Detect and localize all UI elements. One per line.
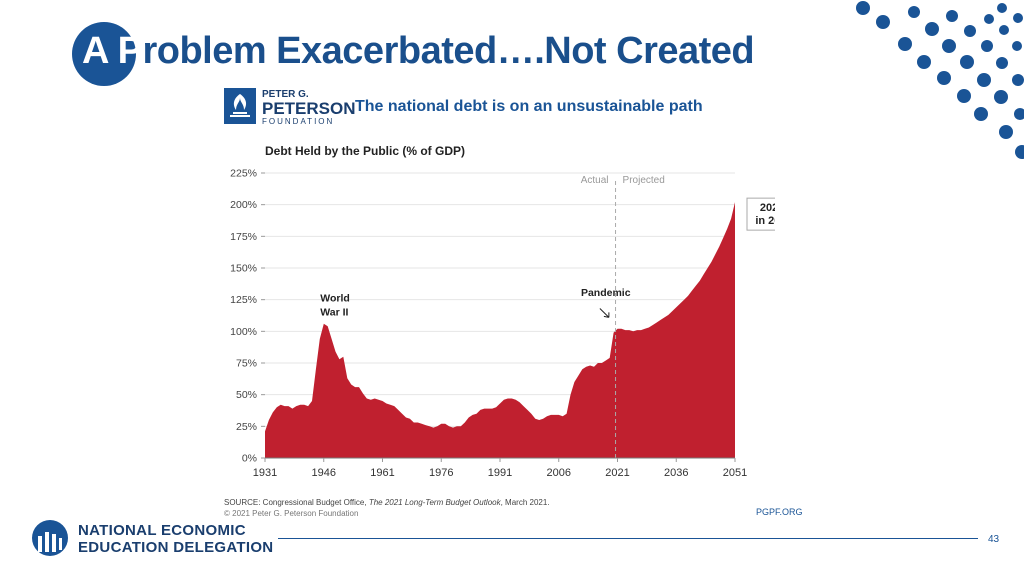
x-tick-label: 1961 xyxy=(370,467,394,479)
pgpf-url: PGPF.ORG xyxy=(756,507,803,517)
x-tick-label: 1991 xyxy=(488,467,512,479)
slide-title-text: A Problem Exacerbated….Not Created xyxy=(82,30,755,73)
y-tick-label: 100% xyxy=(230,326,257,338)
footer-divider xyxy=(278,538,978,539)
x-tick-label: 1976 xyxy=(429,467,453,479)
pgpf-name-line1: PETER G. xyxy=(262,89,309,100)
source-italic: The 2021 Long-Term Budget Outlook xyxy=(368,498,501,507)
source-pre: SOURCE: Congressional Budget Office, xyxy=(224,498,369,507)
end-label-year: in 2051 xyxy=(755,215,775,227)
x-tick-label: 2036 xyxy=(664,467,688,479)
debt-area-series xyxy=(265,202,735,458)
org-line2: EDUCATION DELEGATION xyxy=(78,539,274,556)
x-tick-label: 1946 xyxy=(312,467,336,479)
pgpf-name: PETER G. PETERSON FOUNDATION xyxy=(262,90,356,127)
wwii-annotation: World War II xyxy=(320,293,350,319)
source-line1: SOURCE: Congressional Budget Office, The… xyxy=(224,497,550,508)
decorative-dots xyxy=(856,1,1024,159)
pgpf-logo-icon xyxy=(224,88,256,124)
source-post: , March 2021. xyxy=(500,498,550,507)
pgpf-name-line2: PETERSON xyxy=(262,99,356,118)
y-tick-label: 0% xyxy=(242,453,257,465)
x-tick-label: 2051 xyxy=(723,467,747,479)
end-label-value: 202% xyxy=(760,202,775,214)
x-tick-label: 1931 xyxy=(253,467,277,479)
y-tick-label: 50% xyxy=(236,389,257,401)
y-tick-label: 200% xyxy=(230,199,257,211)
title-rest: roblem Exacerbated….Not Created xyxy=(142,30,755,72)
wwii-label-line: War II xyxy=(320,307,348,319)
pandemic-label: Pandemic xyxy=(581,287,631,299)
y-tick-label: 150% xyxy=(230,263,257,275)
chart-title: Debt Held by the Public (% of GDP) xyxy=(265,144,465,158)
x-tick-label: 2006 xyxy=(547,467,571,479)
pandemic-arrow xyxy=(599,308,610,318)
org-line1: NATIONAL ECONOMIC xyxy=(78,522,246,539)
y-tick-label: 175% xyxy=(230,231,257,243)
end-label-box xyxy=(746,197,775,231)
title-circle-badge xyxy=(72,22,136,86)
y-tick-labels: 0% 25% 50% 75% 100% 125% 150% 175% 200% 225% xyxy=(230,168,257,465)
pgpf-name-line3: FOUNDATION xyxy=(262,117,335,126)
pgpf-tagline: The national debt is on an unsustainable… xyxy=(355,98,703,115)
projected-label: Projected xyxy=(623,175,665,186)
y-tick-label: 75% xyxy=(236,358,257,370)
y-tick-label: 225% xyxy=(230,168,257,180)
x-tick-labels: 1931 1946 1961 1976 1991 2006 2021 2036 2051 xyxy=(253,458,747,479)
pandemic-annotation: Pandemic xyxy=(581,287,631,318)
pgpf-header: PETER G. PETERSON FOUNDATION The nationa… xyxy=(224,88,724,128)
wwii-label-line: World xyxy=(320,293,350,305)
x-tick-label: 2021 xyxy=(605,467,629,479)
nee-logo-icon xyxy=(32,520,68,556)
footer-org-name: NATIONAL ECONOMIC EDUCATION DELEGATION xyxy=(78,522,273,556)
end-value-annotation: 202%in 2051 xyxy=(746,197,775,231)
debt-chart: Debt Held by the Public (% of GDP) 0% 25%… xyxy=(230,144,775,479)
actual-label: Actual xyxy=(581,175,609,186)
source-line2: © 2021 Peter G. Peterson Foundation xyxy=(224,509,359,518)
y-tick-label: 25% xyxy=(236,421,257,433)
chart-source: SOURCE: Congressional Budget Office, The… xyxy=(224,497,550,519)
y-tick-label: 125% xyxy=(230,294,257,306)
page-number: 43 xyxy=(988,534,1000,545)
title-lead: A P xyxy=(82,30,143,72)
